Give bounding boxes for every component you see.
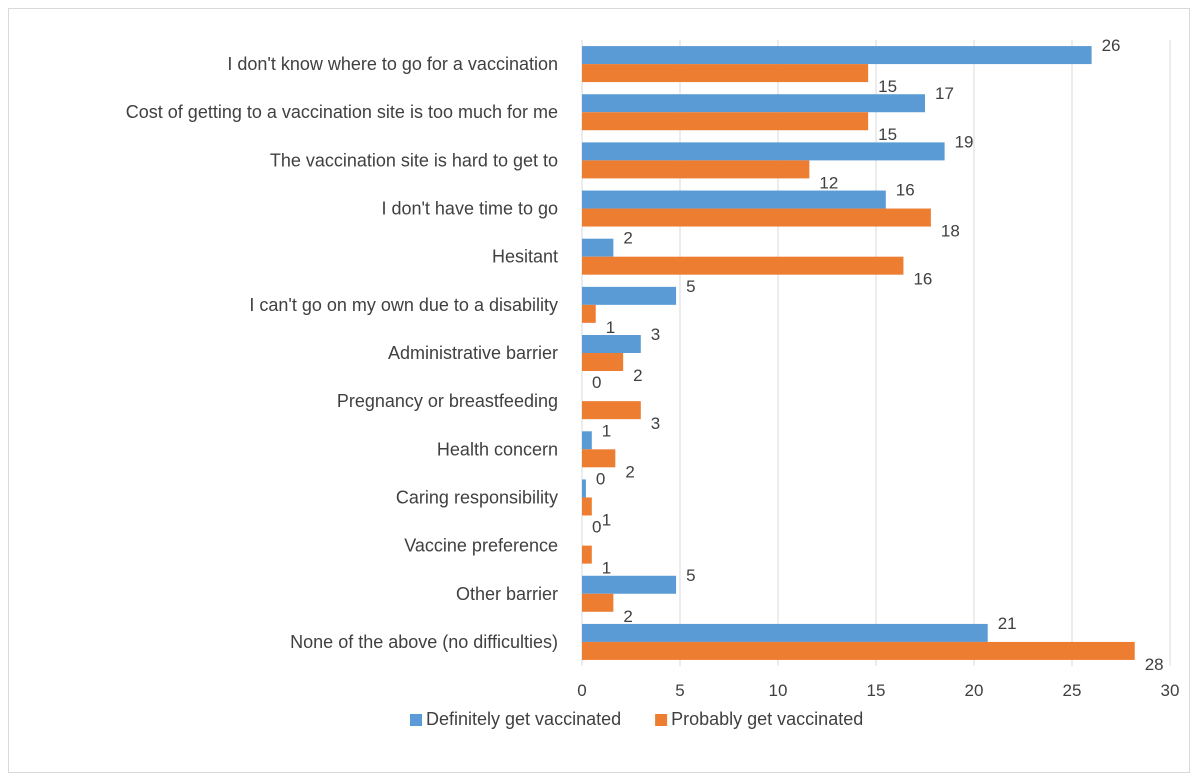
category-label: Caring responsibility — [396, 487, 558, 507]
legend-label: Probably get vaccinated — [671, 709, 863, 729]
data-label: 0 — [596, 469, 605, 488]
data-label: 1 — [602, 421, 611, 440]
data-label: 21 — [998, 614, 1017, 633]
data-label: 15 — [878, 125, 897, 144]
category-label: Administrative barrier — [388, 343, 558, 363]
bar-probably — [582, 497, 592, 516]
bar-probably — [582, 160, 810, 179]
legend-label: Definitely get vaccinated — [426, 709, 621, 729]
x-tick-label: 0 — [577, 681, 586, 700]
data-label: 16 — [913, 270, 932, 289]
data-label: 12 — [819, 173, 838, 192]
data-label: 3 — [651, 325, 660, 344]
bar-probably — [582, 304, 596, 323]
data-label: 0 — [592, 518, 601, 537]
bar-definitely — [582, 623, 988, 642]
data-label: 1 — [602, 559, 611, 578]
data-label: 19 — [955, 132, 974, 151]
legend-swatch — [655, 714, 668, 726]
data-label: 17 — [935, 84, 954, 103]
bar-probably — [582, 208, 931, 227]
data-label: 2 — [623, 229, 632, 248]
x-tick-label: 10 — [769, 681, 788, 700]
data-label: 18 — [941, 222, 960, 241]
bar-probably — [582, 256, 904, 275]
legend-swatch — [410, 714, 422, 726]
category-label: The vaccination site is hard to get to — [270, 150, 558, 170]
data-label: 1 — [606, 318, 615, 337]
bar-definitely — [582, 575, 677, 594]
bar-definitely — [582, 431, 592, 450]
category-label: Health concern — [437, 439, 558, 459]
x-tick-label: 5 — [675, 681, 684, 700]
bar-probably — [582, 112, 869, 131]
data-label: 26 — [1102, 36, 1121, 55]
bar-probably — [582, 593, 614, 612]
bar-probably — [582, 401, 641, 420]
data-label: 2 — [623, 607, 632, 626]
category-label: I don't know where to go for a vaccinati… — [227, 54, 558, 74]
bar-probably — [582, 545, 592, 564]
bar-definitely — [582, 142, 945, 161]
bar-definitely — [582, 94, 925, 113]
data-label: 1 — [602, 510, 611, 529]
category-label: Cost of getting to a vaccination site is… — [126, 102, 558, 122]
x-tick-label: 15 — [867, 681, 886, 700]
data-label: 2 — [625, 462, 634, 481]
data-label: 15 — [878, 77, 897, 96]
category-label: Hesitant — [492, 247, 558, 267]
category-label: None of the above (no difficulties) — [290, 632, 558, 652]
category-label: I don't have time to go — [381, 199, 558, 219]
bar-probably — [582, 353, 624, 371]
data-label: 5 — [686, 566, 695, 585]
data-label: 0 — [592, 373, 601, 392]
data-label: 5 — [686, 277, 695, 296]
x-tick-label: 20 — [965, 681, 984, 700]
bar-probably — [582, 64, 869, 83]
bar-definitely — [582, 286, 677, 305]
bar-definitely — [582, 335, 641, 353]
category-label: Pregnancy or breastfeeding — [337, 391, 558, 411]
x-tick-label: 25 — [1063, 681, 1082, 700]
bar-definitely — [582, 190, 886, 209]
category-label: Vaccine preference — [404, 536, 558, 556]
data-label: 2 — [633, 366, 642, 385]
bar-definitely — [582, 479, 586, 498]
bar-definitely — [582, 46, 1092, 65]
category-label: I can't go on my own due to a disability — [249, 295, 558, 315]
data-label: 3 — [651, 414, 660, 433]
x-tick-label: 30 — [1161, 681, 1180, 700]
data-label: 16 — [896, 181, 915, 200]
category-label: Other barrier — [456, 584, 558, 604]
data-label: 28 — [1145, 655, 1164, 674]
bar-probably — [582, 449, 616, 468]
bar-definitely — [582, 238, 614, 257]
bar-probably — [582, 641, 1135, 660]
